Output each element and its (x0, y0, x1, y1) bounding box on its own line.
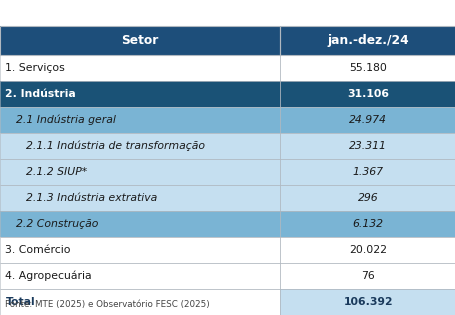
Text: 2.1.1 Indústria de transformação: 2.1.1 Indústria de transformação (25, 141, 204, 151)
Bar (0, 237, 280, 263)
Text: 2.1 Indústria geral: 2.1 Indústria geral (15, 115, 115, 125)
Text: Setor: Setor (121, 34, 158, 47)
Bar (0, 211, 280, 237)
Bar (280, 133, 455, 159)
Bar (280, 159, 455, 185)
Text: 76: 76 (360, 271, 374, 281)
Bar (0, 185, 280, 211)
Text: 23.311: 23.311 (349, 141, 386, 151)
Text: 2.2 Construção: 2.2 Construção (15, 219, 98, 229)
Bar (280, 55, 455, 81)
Text: 2.1.2 SIUP*: 2.1.2 SIUP* (25, 167, 86, 177)
Bar (280, 211, 455, 237)
Text: 31.106: 31.106 (346, 89, 389, 99)
Text: 20.022: 20.022 (349, 245, 386, 255)
Text: Total: Total (5, 297, 35, 307)
Bar (280, 81, 455, 107)
Text: 55.180: 55.180 (349, 63, 386, 73)
Text: 106.392: 106.392 (343, 297, 392, 307)
Text: 296: 296 (357, 193, 378, 203)
Bar (280, 185, 455, 211)
Bar (0, 133, 280, 159)
Bar (280, 263, 455, 289)
Bar (0, 55, 280, 81)
Text: 24.974: 24.974 (349, 115, 386, 125)
Bar (0, 159, 280, 185)
Bar (280, 289, 455, 315)
Bar (0, 107, 280, 133)
Bar (280, 26, 455, 55)
Bar (280, 237, 455, 263)
Text: 6.132: 6.132 (352, 219, 383, 229)
Text: 4. Agropecuária: 4. Agropecuária (5, 271, 92, 281)
Text: 3. Comércio: 3. Comércio (5, 245, 71, 255)
Text: 2.1.3 Indústria extrativa: 2.1.3 Indústria extrativa (25, 193, 157, 203)
Text: 2. Indústria: 2. Indústria (5, 89, 76, 99)
Text: 1. Serviços: 1. Serviços (5, 63, 65, 73)
Bar (0, 289, 280, 315)
Bar (0, 263, 280, 289)
Bar (0, 81, 280, 107)
Bar (0, 26, 280, 55)
Text: jan.-dez./24: jan.-dez./24 (327, 34, 408, 47)
Bar (280, 107, 455, 133)
Text: 1.367: 1.367 (352, 167, 383, 177)
Text: Fonte: MTE (2025) e Observatório FESC (2025): Fonte: MTE (2025) e Observatório FESC (2… (5, 300, 210, 309)
